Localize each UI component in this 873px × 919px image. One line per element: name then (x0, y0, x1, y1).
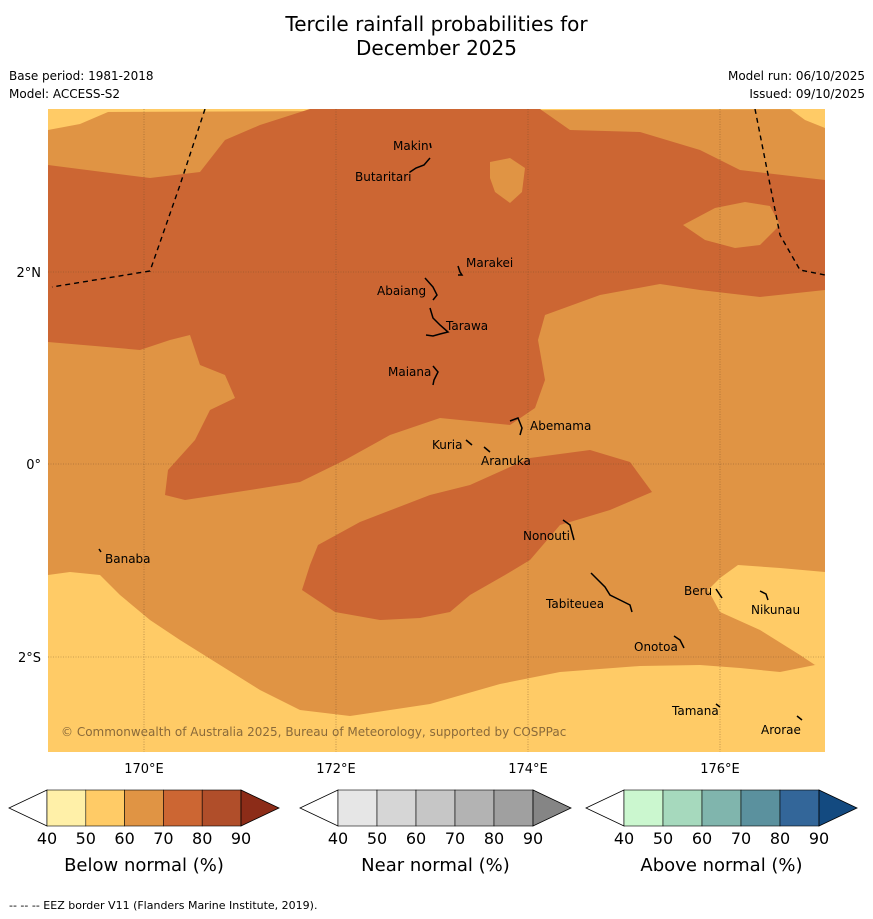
colorbar-near-segment (337, 789, 378, 827)
colorbar-near-tick: 90 (523, 829, 543, 848)
label-abemama: Abemama (530, 419, 591, 433)
colorbar-below-tick: 40 (37, 829, 57, 848)
band-40-50-ne-corner (790, 109, 825, 128)
colorbar-near-tick: 80 (484, 829, 504, 848)
title-line-2: December 2025 (356, 36, 517, 60)
lon-label-170: 170°E (124, 762, 164, 777)
colorbar-near-segment (454, 789, 495, 827)
axis-labels: 170°E 172°E 174°E 176°E 2°N 0° 2°S (17, 266, 740, 777)
band-60-70-south (302, 450, 652, 620)
colorbar-above-segment (740, 789, 781, 827)
colorbar-below-tick: 50 (76, 829, 96, 848)
colorbar-above-over-triangle (818, 789, 858, 827)
colorbar-below-tick: 70 (153, 829, 173, 848)
map-figure: Makin Butaritari Marakei Abaiang Tarawa … (8, 109, 858, 876)
colorbar-below-over-triangle (240, 789, 280, 827)
island-outlines (98, 142, 803, 721)
colorbar-below-tick: 60 (114, 829, 134, 848)
lat-label-0: 0° (26, 458, 41, 473)
colorbars: 40 50 60 70 80 90 Below normal (%) 40 50 60 70 80 90… (8, 789, 858, 876)
title-line-1: Tercile rainfall probabilities for (285, 12, 588, 36)
colorbar-above-tick: 40 (614, 829, 634, 848)
colorbar-above-tick: 80 (770, 829, 790, 848)
label-makin: Makin (393, 139, 429, 153)
band-40-50-east (708, 565, 825, 665)
eez-footer-note: -- -- -- EEZ border V11 (Flanders Marine… (9, 899, 318, 912)
colorbar-near-under-triangle (299, 789, 339, 827)
meta-left: Base period: 1981-2018 Model: ACCESS-S2 (9, 67, 154, 103)
label-onotoa: Onotoa (634, 640, 678, 654)
label-banaba: Banaba (105, 552, 151, 566)
colorbar-near-title: Near normal (%) (361, 855, 510, 876)
colorbar-below-title: Below normal (%) (64, 855, 224, 876)
lat-label-2s: 2°S (18, 651, 41, 666)
colorbar-above-tick: 50 (653, 829, 673, 848)
colorbar-above-segment (662, 789, 703, 827)
colorbar-below: 40 50 60 70 80 90 Below normal (%) (8, 789, 280, 876)
band-60-70-north (48, 109, 825, 500)
label-nikunau: Nikunau (751, 603, 800, 617)
lat-label-2n: 2°N (17, 266, 42, 281)
lon-label-176: 176°E (700, 762, 740, 777)
issued-date: Issued: 09/10/2025 (749, 87, 865, 101)
label-nonouti: Nonouti (523, 529, 570, 543)
label-beru: Beru (684, 584, 712, 598)
lon-label-172: 172°E (316, 762, 356, 777)
colorbar-near-segment (493, 789, 534, 827)
label-abaiang: Abaiang (377, 284, 426, 298)
colorbar-below-under-triangle (8, 789, 48, 827)
copyright-notice: © Commonwealth of Australia 2025, Bureau… (61, 725, 566, 739)
map-title: Tercile rainfall probabilities for Decem… (0, 12, 873, 60)
label-arorae: Arorae (761, 723, 801, 737)
gridlines (48, 109, 825, 752)
colorbar-near-tick: 40 (328, 829, 348, 848)
island-labels: Makin Butaritari Marakei Abaiang Tarawa … (105, 139, 801, 737)
colorbar-above-under-triangle (585, 789, 625, 827)
colorbar-above-tick: 70 (731, 829, 751, 848)
band-50-60-east-patch (683, 202, 780, 248)
band-40-50-nw-corner (48, 109, 115, 130)
colorbar-below-segment (124, 789, 164, 827)
colorbar-near: 40 50 60 70 80 90 Near normal (%) (299, 789, 572, 876)
colorbar-near-segment (415, 789, 456, 827)
colorbar-below-segment (163, 789, 203, 827)
colorbar-near-segment (376, 789, 417, 827)
model-run: Model run: 06/10/2025 (727, 69, 865, 83)
eez-border (51, 109, 825, 288)
colorbar-below-tick: 90 (231, 829, 251, 848)
label-butaritari: Butaritari (355, 170, 412, 184)
map-area[interactable]: Makin Butaritari Marakei Abaiang Tarawa … (48, 109, 825, 752)
colorbar-near-tick: 70 (445, 829, 465, 848)
colorbar-near-tick: 50 (367, 829, 387, 848)
band-50-60-patch (490, 158, 525, 203)
colorbar-below-segment (46, 789, 87, 827)
colorbar-below-tick: 80 (192, 829, 212, 848)
label-tarawa: Tarawa (445, 319, 488, 333)
label-kuria: Kuria (432, 438, 463, 452)
label-marakei: Marakei (466, 256, 513, 270)
label-tabiteuea: Tabiteuea (545, 597, 604, 611)
colorbar-above-segment (779, 789, 820, 827)
colorbar-above: 40 50 60 70 80 90 Above normal (%) (585, 789, 858, 876)
model-name: Model: ACCESS-S2 (9, 87, 121, 101)
colorbar-below-segment (85, 789, 125, 827)
colorbar-above-title: Above normal (%) (640, 855, 802, 876)
meta-right: Model run: 06/10/2025 Issued: 09/10/2025 (728, 67, 865, 103)
colorbar-above-tick: 90 (809, 829, 829, 848)
colorbar-near-over-triangle (532, 789, 572, 827)
colorbar-near-tick: 60 (406, 829, 426, 848)
colorbar-below-segment (201, 789, 242, 827)
base-period: Base period: 1981-2018 (9, 69, 154, 83)
colorbar-above-tick: 60 (692, 829, 712, 848)
label-maiana: Maiana (388, 365, 431, 379)
colorbar-above-segment (701, 789, 742, 827)
label-tamana: Tamana (671, 704, 719, 718)
colorbar-above-segment (623, 789, 664, 827)
lon-label-174: 174°E (508, 762, 548, 777)
label-aranuka: Aranuka (481, 454, 531, 468)
